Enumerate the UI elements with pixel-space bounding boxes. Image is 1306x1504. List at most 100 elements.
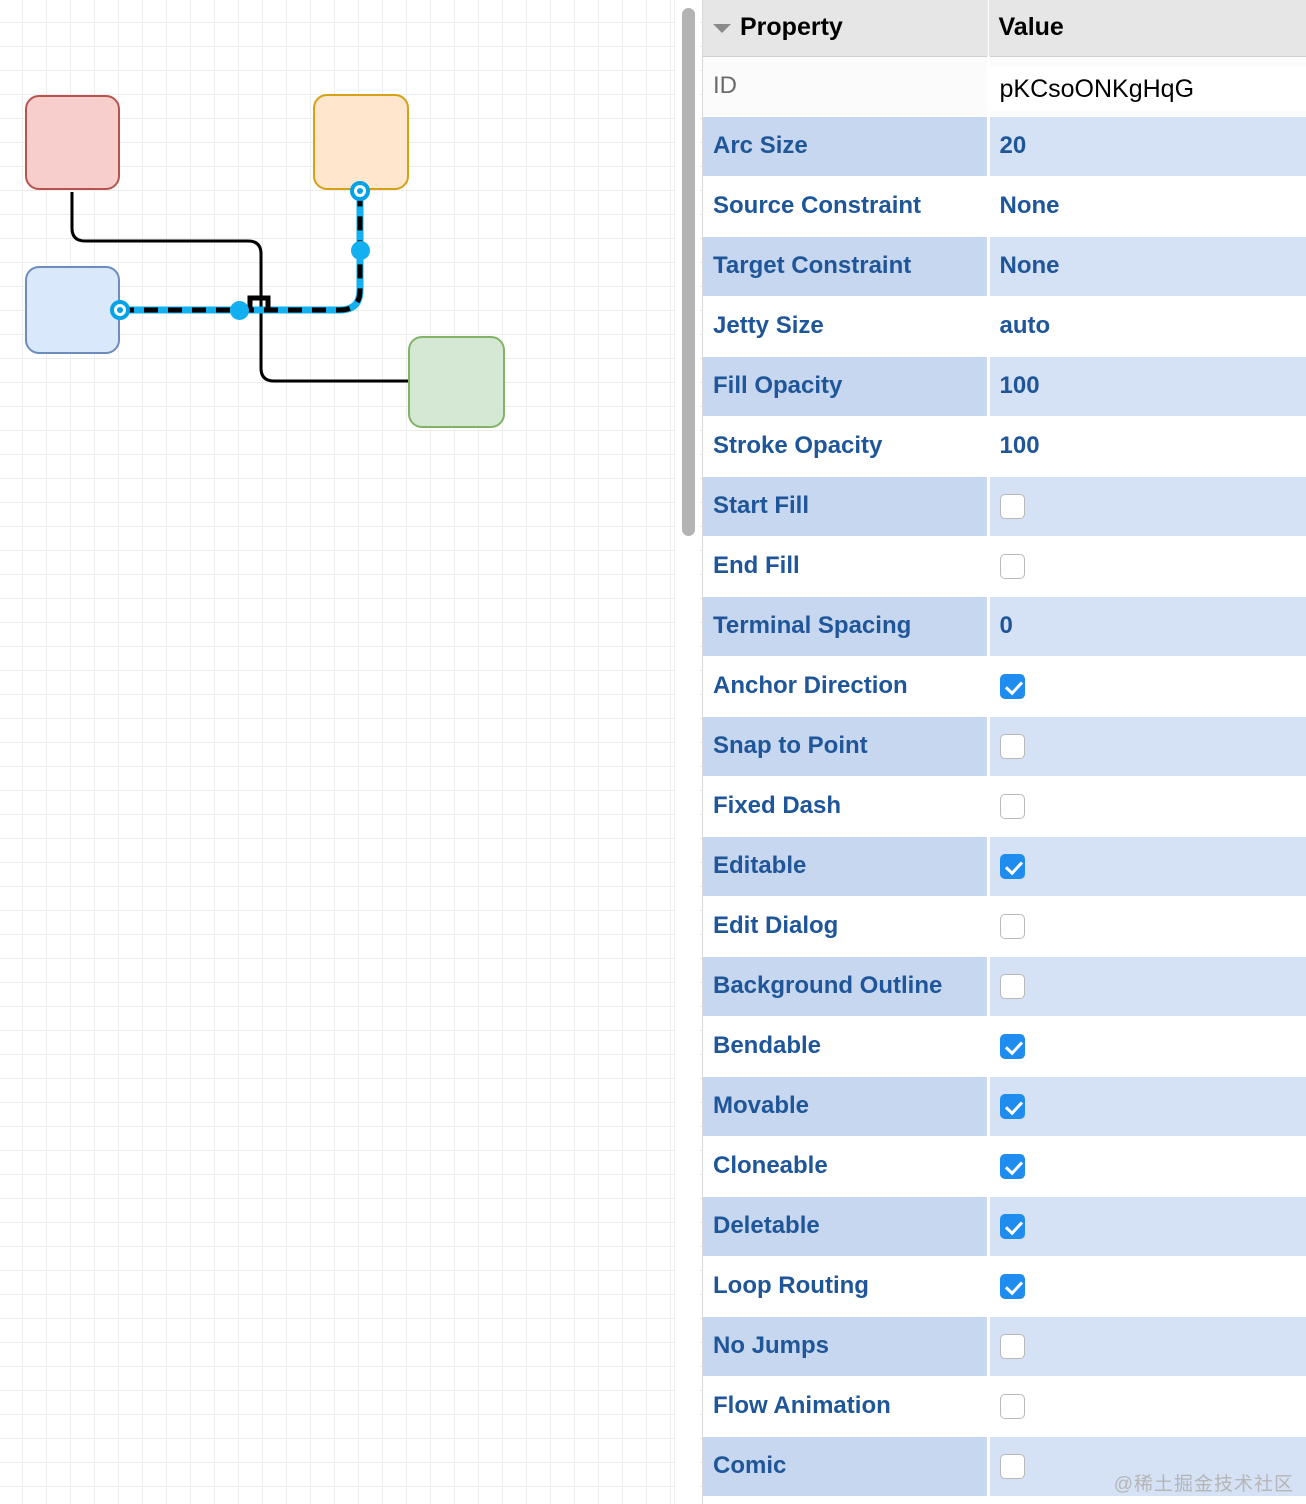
property-checkbox-cell[interactable] bbox=[988, 1016, 1306, 1077]
property-checkbox-cell[interactable] bbox=[988, 1436, 1306, 1497]
property-value[interactable]: 100 bbox=[988, 356, 1306, 417]
property-checkbox-cell[interactable] bbox=[988, 1376, 1306, 1437]
target-endpoint-handle[interactable] bbox=[350, 181, 370, 201]
property-row: No Jumps bbox=[703, 1316, 1306, 1377]
column-header-property[interactable]: Property bbox=[703, 0, 989, 57]
property-label: Stroke Opacity bbox=[703, 416, 990, 477]
property-checkbox-cell[interactable] bbox=[988, 1136, 1306, 1197]
property-row: ID bbox=[703, 56, 1306, 117]
canvas-scrollbar-track[interactable] bbox=[674, 0, 700, 1504]
property-row: Snap to Point bbox=[703, 716, 1306, 777]
property-checkbox-cell[interactable] bbox=[988, 1076, 1306, 1137]
edge-red-to-green[interactable] bbox=[70, 192, 408, 383]
source-endpoint-handle[interactable] bbox=[110, 300, 130, 320]
checkbox-checked[interactable] bbox=[999, 1154, 1025, 1180]
property-row: Background Outline bbox=[703, 956, 1306, 1017]
column-header-property-label: Property bbox=[740, 13, 843, 42]
property-label: Start Fill bbox=[703, 476, 990, 537]
shape-yellow[interactable] bbox=[313, 94, 409, 190]
property-label: Fixed Dash bbox=[703, 776, 990, 837]
property-checkbox-cell[interactable] bbox=[988, 836, 1306, 897]
property-checkbox-cell[interactable] bbox=[988, 716, 1306, 777]
property-checkbox-cell[interactable] bbox=[988, 656, 1306, 717]
id-input[interactable] bbox=[989, 67, 1306, 111]
property-label: Cloneable bbox=[703, 1136, 990, 1197]
property-checkbox-cell[interactable] bbox=[988, 476, 1306, 537]
checkbox-unchecked[interactable] bbox=[999, 734, 1025, 760]
property-value[interactable]: 100 bbox=[988, 416, 1306, 477]
diagram-canvas[interactable] bbox=[0, 0, 702, 1504]
property-label: ID bbox=[703, 56, 990, 117]
property-label: End Fill bbox=[703, 536, 990, 597]
property-row: Start Fill bbox=[703, 476, 1306, 537]
checkbox-checked[interactable] bbox=[999, 1094, 1025, 1120]
property-row: Loop Routing bbox=[703, 1256, 1306, 1317]
checkbox-unchecked[interactable] bbox=[999, 494, 1025, 520]
property-row: Cloneable bbox=[703, 1136, 1306, 1197]
property-checkbox-cell[interactable] bbox=[988, 896, 1306, 957]
waypoint-handle-2[interactable] bbox=[351, 241, 370, 260]
property-row: Flow Animation bbox=[703, 1376, 1306, 1437]
shape-blue[interactable] bbox=[25, 266, 120, 354]
property-label: Target Constraint bbox=[703, 236, 990, 297]
property-row: Target Constraint None bbox=[703, 236, 1306, 297]
checkbox-checked[interactable] bbox=[999, 674, 1025, 700]
checkbox-unchecked[interactable] bbox=[999, 554, 1025, 580]
property-row: End Fill bbox=[703, 536, 1306, 597]
edge-blue-to-yellow[interactable] bbox=[120, 192, 363, 313]
property-value[interactable]: 20 bbox=[988, 116, 1306, 177]
checkbox-unchecked[interactable] bbox=[999, 1454, 1025, 1480]
checkbox-checked[interactable] bbox=[999, 1214, 1025, 1240]
property-checkbox-cell[interactable] bbox=[988, 956, 1306, 1017]
property-label: Bendable bbox=[703, 1016, 990, 1077]
property-row: Fixed Dash bbox=[703, 776, 1306, 837]
property-id-cell[interactable] bbox=[988, 56, 1306, 117]
property-label: Comic bbox=[703, 1436, 990, 1497]
property-row: Stroke Opacity 100 bbox=[703, 416, 1306, 477]
property-row: Source Constraint None bbox=[703, 176, 1306, 237]
checkbox-unchecked[interactable] bbox=[999, 974, 1025, 1000]
property-row: Comic bbox=[703, 1436, 1306, 1497]
edge-blue-to-yellow-highlight bbox=[120, 192, 364, 314]
property-value[interactable]: None bbox=[988, 176, 1306, 237]
property-label: Edit Dialog bbox=[703, 896, 990, 957]
property-row: Edit Dialog bbox=[703, 896, 1306, 957]
shape-red[interactable] bbox=[25, 95, 120, 190]
property-row: Terminal Spacing 0 bbox=[703, 596, 1306, 657]
property-label: Arc Size bbox=[703, 116, 990, 177]
checkbox-checked[interactable] bbox=[999, 1274, 1025, 1300]
edges-layer bbox=[70, 192, 408, 383]
property-checkbox-cell[interactable] bbox=[988, 1316, 1306, 1377]
column-header-value[interactable]: Value bbox=[988, 0, 1306, 57]
property-label: Background Outline bbox=[703, 956, 990, 1017]
property-label: Snap to Point bbox=[703, 716, 990, 777]
canvas-scrollbar-thumb[interactable] bbox=[682, 8, 695, 536]
checkbox-unchecked[interactable] bbox=[999, 914, 1025, 940]
property-checkbox-cell[interactable] bbox=[988, 536, 1306, 597]
property-row: Fill Opacity 100 bbox=[703, 356, 1306, 417]
checkbox-unchecked[interactable] bbox=[999, 1334, 1025, 1360]
property-value[interactable]: None bbox=[988, 236, 1306, 297]
triangle-down-icon[interactable] bbox=[713, 24, 731, 34]
property-label: Fill Opacity bbox=[703, 356, 990, 417]
property-value[interactable]: auto bbox=[988, 296, 1306, 357]
property-checkbox-cell[interactable] bbox=[988, 1196, 1306, 1257]
shape-green[interactable] bbox=[408, 336, 505, 428]
waypoint-handle-1[interactable] bbox=[230, 301, 249, 320]
table-header-row: Property Value bbox=[703, 0, 1306, 57]
property-row: Editable bbox=[703, 836, 1306, 897]
property-checkbox-cell[interactable] bbox=[988, 1256, 1306, 1317]
property-label: Deletable bbox=[703, 1196, 990, 1257]
property-checkbox-cell[interactable] bbox=[988, 776, 1306, 837]
checkbox-checked[interactable] bbox=[999, 854, 1025, 880]
property-label: Jetty Size bbox=[703, 296, 990, 357]
property-label: Movable bbox=[703, 1076, 990, 1137]
property-value[interactable]: 0 bbox=[988, 596, 1306, 657]
property-label: Terminal Spacing bbox=[703, 596, 990, 657]
checkbox-checked[interactable] bbox=[999, 1034, 1025, 1060]
checkbox-unchecked[interactable] bbox=[999, 794, 1025, 820]
checkbox-unchecked[interactable] bbox=[999, 1394, 1025, 1420]
